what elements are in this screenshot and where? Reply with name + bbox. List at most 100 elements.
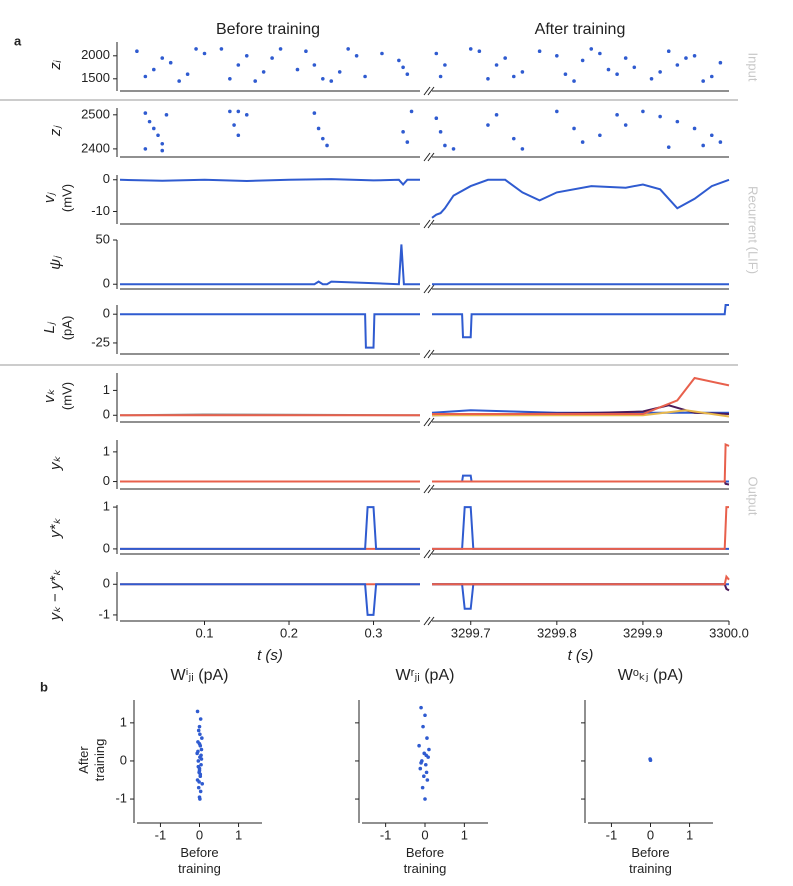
point [278, 47, 283, 51]
line [120, 313, 420, 349]
point [666, 145, 671, 149]
line [432, 376, 730, 415]
y-label: Aftertraining [76, 739, 107, 782]
point [718, 60, 723, 65]
point [337, 70, 342, 74]
point [199, 762, 203, 767]
point [253, 79, 258, 83]
line [432, 506, 729, 550]
x-label: Before training [178, 845, 221, 876]
point [503, 56, 507, 60]
x-tick-label: -1 [380, 827, 392, 842]
point [486, 123, 490, 127]
axis-break [427, 152, 435, 162]
point [185, 72, 190, 76]
point [228, 109, 232, 114]
y-label-unit: (mV) [59, 184, 74, 212]
y-tick-label: 1 [103, 382, 110, 397]
y-label: zⱼ [47, 125, 64, 138]
y-label-unit: (pA) [59, 316, 74, 341]
point [198, 797, 202, 801]
point [160, 141, 165, 146]
y-tick-label: 0 [103, 407, 110, 422]
point [194, 47, 198, 51]
point [325, 143, 329, 148]
point [321, 77, 325, 81]
x-tick-label: 1 [235, 827, 242, 842]
point [196, 749, 200, 754]
point [419, 761, 423, 765]
point [580, 140, 585, 144]
point [197, 780, 201, 784]
axis-break [423, 349, 431, 359]
point [160, 148, 165, 153]
point [494, 63, 499, 67]
y-tick-label: 0 [120, 752, 127, 767]
group-label: Input [746, 53, 761, 82]
axis-break [427, 349, 435, 359]
point [718, 140, 723, 144]
point [477, 49, 482, 53]
point [641, 109, 645, 114]
point [202, 51, 207, 56]
x-label: Before training [629, 845, 672, 876]
axis-break [427, 549, 435, 559]
y-tick-label: -1 [98, 606, 110, 621]
line [431, 178, 730, 219]
point [199, 753, 203, 758]
point [196, 764, 201, 769]
y-tick-label: 0 [103, 540, 110, 555]
y-tick-label: 0 [103, 576, 110, 591]
y-tick-label: 1500 [81, 70, 110, 85]
chart-title: Wⁱⱼᵢ (pA) [171, 667, 229, 684]
axis-break [427, 86, 435, 96]
point [648, 757, 652, 761]
point [563, 72, 568, 76]
x-tick-label: 0.1 [195, 625, 213, 640]
point [228, 77, 232, 81]
point [418, 766, 423, 771]
point [244, 54, 249, 58]
group-label: Recurrent (LIF) [746, 186, 761, 274]
x-tick-label: -1 [155, 827, 167, 842]
y-tick-label: 2500 [81, 106, 110, 121]
point [623, 56, 628, 60]
axis-break [427, 484, 435, 494]
x-tick-label: 0 [421, 827, 428, 842]
x-label: t (s) [257, 647, 283, 664]
point [443, 143, 447, 148]
point [537, 49, 542, 53]
axis-break [423, 86, 431, 96]
y-tick-label: -25 [91, 334, 110, 349]
point [511, 74, 516, 79]
line [119, 178, 420, 187]
y-tick-label: 1 [120, 714, 127, 729]
x-label: Before training [404, 845, 447, 876]
x-tick-label: 1 [686, 827, 693, 842]
x-tick-label: 3300.0 [709, 625, 749, 640]
point [434, 116, 439, 121]
line [432, 583, 729, 610]
y-tick-label: 0 [103, 473, 110, 488]
point [520, 70, 525, 74]
point [152, 126, 156, 131]
point [401, 65, 405, 70]
x-tick-label: 0 [647, 827, 654, 842]
point [555, 54, 559, 58]
point [236, 109, 241, 114]
x-tick-label: 0.2 [280, 625, 298, 640]
point [425, 736, 429, 740]
point [197, 724, 202, 729]
axis-break [423, 417, 431, 427]
panel-label: a [14, 33, 22, 48]
line [120, 583, 420, 616]
point [701, 143, 705, 148]
point [270, 56, 274, 60]
point [443, 63, 447, 67]
point [511, 136, 516, 141]
axis-break [427, 616, 435, 626]
point [198, 717, 203, 721]
y-label: vⱼ [41, 192, 58, 204]
line [432, 443, 730, 483]
